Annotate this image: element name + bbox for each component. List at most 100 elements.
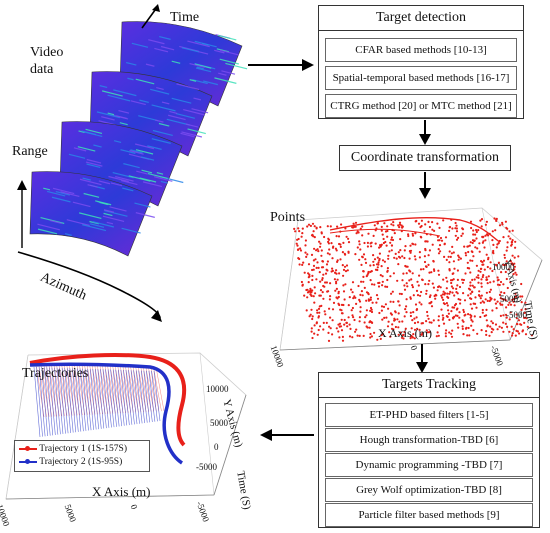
point-dot: [481, 261, 484, 264]
point-dot: [383, 222, 386, 225]
point-dot: [494, 323, 498, 326]
point-dot: [343, 265, 347, 268]
point-dot: [365, 314, 368, 317]
point-dot: [337, 302, 340, 305]
trajectory-1-hatch: [135, 366, 144, 413]
point-dot: [433, 294, 436, 298]
point-dot: [299, 249, 303, 252]
traj-x-axis-line: [5, 494, 215, 500]
traj-x-axis-label: X Axis (m): [92, 484, 151, 499]
trajectory-2-hatch: [56, 367, 64, 434]
trajectory-2-hatch: [89, 368, 97, 430]
point-dot: [389, 300, 392, 303]
point-dot: [473, 286, 476, 289]
point-dot: [474, 296, 477, 299]
point-dot: [419, 268, 423, 271]
point-dot: [389, 241, 392, 244]
point-dot: [372, 234, 375, 237]
point-dot: [428, 271, 431, 274]
point-dot: [480, 329, 483, 332]
point-dot: [360, 290, 363, 293]
point-dot: [446, 304, 449, 307]
point-dot: [397, 333, 400, 336]
point-dot: [383, 260, 386, 263]
point-dot: [372, 254, 375, 257]
point-dot: [481, 308, 484, 312]
point-dot: [418, 256, 421, 259]
point-dot: [301, 284, 304, 287]
point-dot: [515, 329, 518, 332]
point-dot: [373, 331, 376, 334]
point-dot: [359, 306, 362, 309]
point-dot: [474, 246, 477, 249]
trajectory-1-hatch: [137, 366, 147, 412]
point-dot: [353, 225, 356, 228]
point-dot: [449, 255, 452, 258]
point-dot: [431, 282, 434, 285]
point-dot: [371, 321, 374, 324]
point-dot: [384, 230, 388, 233]
point-dot: [464, 313, 467, 316]
point-dot: [439, 236, 443, 240]
point-dot: [354, 225, 357, 228]
point-dot: [480, 218, 484, 221]
trajectory-2-hatch: [84, 368, 92, 431]
point-dot: [393, 317, 396, 320]
trajectory-1-curve: [29, 353, 187, 447]
point-dot: [303, 271, 306, 274]
tracking-item-hough: Hough transformation-TBD [6]: [325, 428, 533, 452]
point-dot: [383, 316, 386, 319]
point-dot: [495, 217, 498, 220]
point-dot: [319, 289, 323, 292]
point-dot: [426, 240, 429, 243]
point-dot: [374, 242, 377, 245]
point-dot: [354, 330, 357, 333]
point-dot: [307, 276, 310, 279]
point-dot: [490, 297, 493, 300]
point-dot: [482, 274, 485, 277]
point-dot: [496, 328, 499, 331]
point-dot: [412, 311, 415, 314]
point-dot: [399, 256, 402, 259]
point-dot: [318, 311, 321, 314]
point-dot: [388, 250, 391, 253]
target-detection-title: Target detection: [318, 5, 524, 31]
point-dot: [411, 234, 415, 237]
point-dot: [390, 244, 393, 247]
point-dot: [491, 322, 494, 325]
point-dot: [414, 232, 417, 235]
point-dot: [307, 281, 310, 284]
point-dot: [380, 305, 384, 308]
point-dot: [329, 316, 332, 319]
point-dot: [464, 327, 468, 330]
point-dot: [517, 255, 520, 258]
point-dot: [499, 280, 503, 284]
point-dot: [444, 332, 447, 335]
point-dot: [409, 249, 413, 252]
point-dot: [432, 268, 436, 271]
point-dot: [415, 316, 418, 319]
point-dot: [457, 236, 460, 239]
point-dot: [498, 283, 501, 287]
point-dot: [365, 275, 368, 278]
point-dot: [418, 251, 421, 254]
point-dot: [470, 297, 473, 300]
point-dot: [488, 299, 491, 303]
point-dot: [369, 298, 372, 301]
point-dot: [337, 295, 340, 299]
point-dot: [420, 219, 423, 222]
point-dot: [450, 310, 453, 313]
points-track-line-2: [329, 228, 441, 237]
point-dot: [471, 241, 474, 245]
point-dot: [331, 308, 335, 311]
point-dot: [399, 238, 402, 241]
point-dot: [336, 225, 339, 228]
point-dot: [479, 301, 482, 304]
trajectory-2-hatch: [46, 367, 54, 436]
point-dot: [515, 313, 518, 316]
point-dot: [473, 315, 476, 318]
point-dot: [469, 292, 472, 295]
point-dot: [303, 294, 306, 297]
point-dot: [331, 319, 334, 322]
point-dot: [341, 312, 344, 315]
